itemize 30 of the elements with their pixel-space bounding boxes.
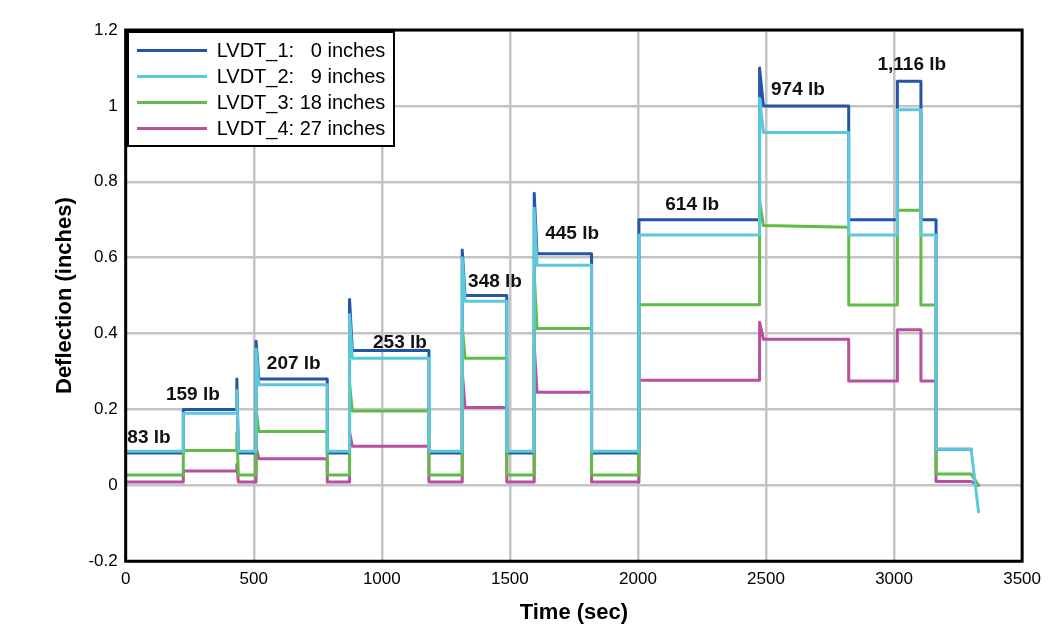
annotation: 614 lb bbox=[665, 193, 720, 214]
y-tick-label: 0.6 bbox=[94, 247, 118, 267]
y-tick-label: 1 bbox=[108, 95, 118, 115]
x-tick-label: 3000 bbox=[875, 569, 913, 589]
x-tick-label: 3500 bbox=[1003, 569, 1041, 589]
legend-label: LVDT_3: 18 inches bbox=[216, 90, 386, 115]
legend-label: LVDT_1: 0 inches bbox=[216, 38, 386, 63]
legend-label: LVDT_2: 9 inches bbox=[216, 64, 386, 89]
annotation: 348 lb bbox=[468, 270, 522, 292]
y-tick-label: -0.2 bbox=[88, 550, 118, 570]
x-tick-label: 1000 bbox=[362, 569, 401, 589]
x-tick-label: 1500 bbox=[490, 569, 529, 589]
x-axis-title: Time (sec) bbox=[519, 598, 629, 624]
legend-label: LVDT_4: 27 inches bbox=[216, 116, 386, 141]
annotation: 83 lb bbox=[127, 425, 171, 447]
annotation: 974 lb bbox=[771, 78, 825, 100]
y-tick-label: 0.2 bbox=[94, 399, 118, 419]
y-tick-label: 0.4 bbox=[94, 323, 118, 343]
annotation: 445 lb bbox=[545, 222, 600, 244]
x-tick-label: 500 bbox=[239, 569, 268, 589]
x-tick-label: 2000 bbox=[619, 569, 657, 589]
x-tick-label: 2500 bbox=[747, 569, 785, 589]
y-tick-label: 0 bbox=[108, 475, 118, 494]
annotation: 207 lb bbox=[266, 352, 321, 374]
y-tick-label: 0.8 bbox=[94, 171, 118, 191]
annotation: 1,116 lb bbox=[877, 52, 947, 74]
annotation: 253 lb bbox=[373, 331, 427, 353]
y-tick-label: 1.2 bbox=[94, 19, 118, 39]
annotation: 159 lb bbox=[165, 382, 220, 404]
y-axis-title: Deflection (inches) bbox=[51, 197, 77, 395]
